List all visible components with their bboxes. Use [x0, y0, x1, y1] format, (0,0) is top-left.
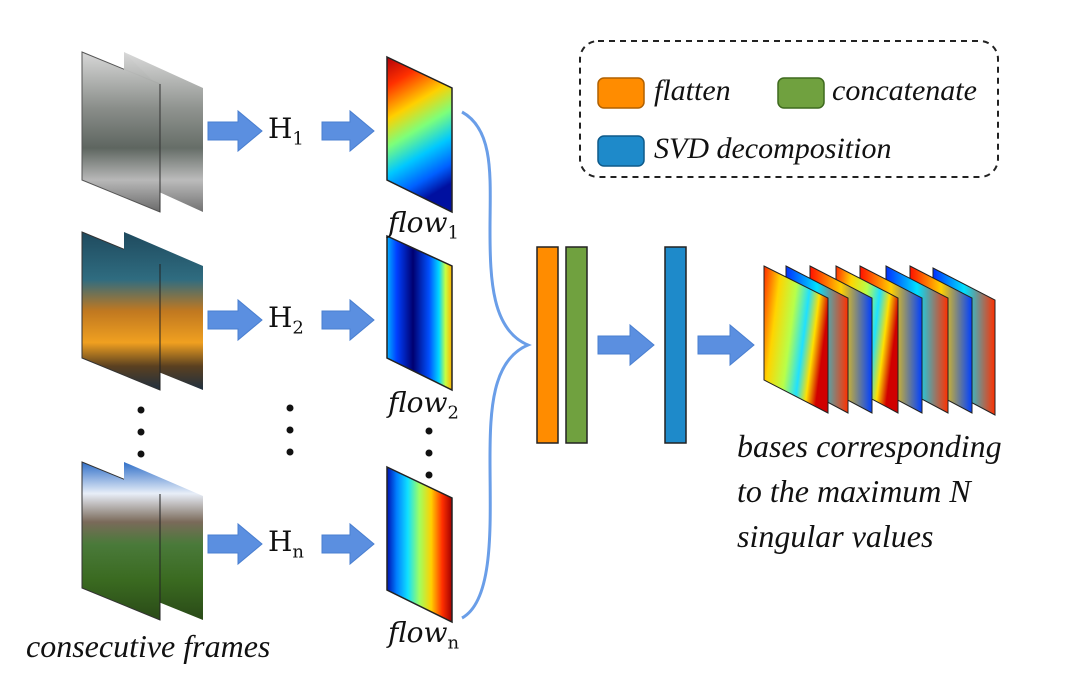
legend-box [579, 40, 999, 178]
frame-back [124, 232, 203, 390]
caption-bases-line-2: to the maximum N [737, 473, 971, 509]
flatten-bar [536, 246, 559, 444]
arrow-svd-to-bases [697, 323, 755, 367]
flow-n [386, 465, 453, 624]
flow-label-1: flow1 [388, 206, 459, 244]
legend-label-concatenate: concatenate [832, 74, 977, 107]
h-label-2: H2 [268, 301, 304, 339]
arrows [207, 109, 755, 566]
frames-row-2 [81, 231, 203, 391]
arrow-h2-to-flow2 [321, 298, 375, 342]
legend-label-flatten: flatten [654, 74, 731, 107]
legend-label-svd: SVD decomposition [654, 132, 892, 165]
arrow-frames-to-h1 [207, 109, 263, 153]
svd-bar [664, 246, 687, 444]
arrow-h1-to-flow1 [321, 109, 375, 153]
h-label-1: H1 [268, 112, 304, 150]
arrow-hn-to-flown [321, 522, 375, 566]
ellipsis-flows [425, 427, 433, 479]
basis-stack [763, 265, 996, 416]
ellipsis-h [286, 404, 294, 456]
legend-swatch-concatenate [777, 77, 825, 109]
flow-fields [386, 55, 453, 624]
caption-bases-line-3: singular values [737, 518, 934, 554]
flow-label-2: flow2 [388, 386, 459, 424]
arrow-concat-to-svd [597, 323, 655, 367]
frames-row-3 [81, 461, 203, 621]
ellipsis-frames [137, 406, 145, 458]
caption-bases-line-1: bases corresponding [737, 428, 1002, 464]
concatenate-bar [565, 246, 588, 444]
arrow-frames-to-h2 [207, 298, 263, 342]
legend-swatch-svd [597, 135, 645, 167]
flow-1 [386, 55, 453, 214]
arrow-frames-to-hn [207, 522, 263, 566]
flow-label-n: flown [388, 616, 460, 654]
flow-2 [386, 234, 453, 392]
h-label-n: Hn [268, 525, 305, 563]
frame-back [124, 52, 203, 212]
frame-back [124, 462, 203, 620]
frames-row-1 [81, 51, 203, 213]
curly-brace [461, 110, 532, 620]
caption-consecutive-frames: consecutive frames [26, 628, 271, 664]
legend-swatch-flatten [597, 77, 645, 109]
basis-layer-front [763, 265, 829, 414]
